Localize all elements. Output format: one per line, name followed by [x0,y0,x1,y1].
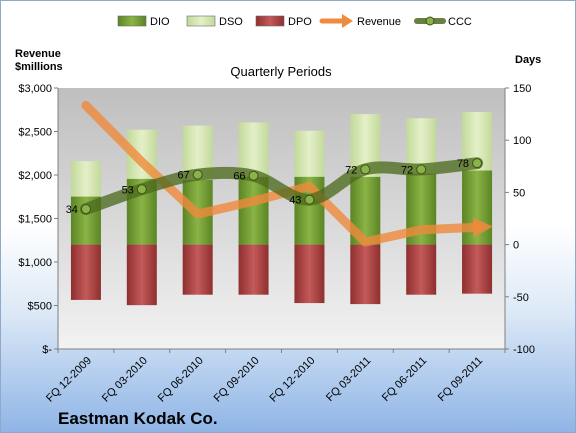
x-tick-label: FQ 06-2011 [380,355,429,404]
plot-area [58,88,505,349]
dpo-bar [126,244,157,306]
x-tick-label: FQ 12-2009 [44,355,94,405]
legend-arrowhead-revenue [342,14,353,28]
ccc-data-label: 34 [66,204,78,216]
x-tick-label: FQ 03-2010 [100,355,150,405]
ccc-data-label: 43 [289,195,301,207]
ccc-marker [80,204,91,215]
dpo-bar [294,244,325,304]
right-axis-title: Days [515,54,541,66]
ccc-data-label: 66 [233,171,245,183]
legend-label-ccc: CCC [448,16,472,28]
right-tick-label: -50 [513,292,529,304]
ccc-marker [192,169,203,180]
legend-label-dpo: DPO [288,16,312,28]
dpo-bar [182,244,213,295]
legend-marker-ccc [425,16,435,26]
left-tick-label: $3,000 [18,83,52,95]
right-tick-label: 0 [513,240,519,252]
dpo-bar [462,244,493,294]
x-tick-label: FQ 12-2010 [268,355,318,405]
ccc-marker [136,184,147,195]
ccc-data-label: 72 [401,164,413,176]
dpo-bar [238,244,269,295]
x-axis: FQ 12-2009 FQ 03-2010 FQ 06-2010 FQ 09-2010… [44,348,506,405]
left-tick-label: $- [42,344,52,356]
ccc-data-label: 78 [457,158,469,170]
left-tick-label: $1,500 [18,214,52,226]
ccc-line [79,157,484,216]
left-tick-label: $1,000 [18,257,52,269]
right-tick-label: 150 [513,83,531,95]
x-tick-label: FQ 09-2010 [212,355,262,405]
ccc-data-label: 72 [345,164,357,176]
chart-subtitle: Quarterly Periods [230,64,332,79]
right-tick-label: -100 [513,344,535,356]
dpo-bar [70,244,101,300]
ccc-marker [304,194,315,205]
ccc-data-label: 53 [122,184,134,196]
dso-bar [238,122,269,177]
right-tick-label: 50 [513,187,525,199]
dso-bar [294,130,325,177]
legend-swatch-dso [186,15,216,27]
ccc-marker [416,164,427,175]
company-name: Eastman Kodak Co. [58,409,218,428]
dpo-bar [406,244,437,295]
left-axis-title-2: $millions [15,61,63,73]
left-tick-label: $2,500 [18,127,52,139]
x-tick-label: FQ 09-2011 [436,355,485,404]
legend-label-dio: DIO [150,16,170,28]
dio-bar [238,176,269,245]
x-tick-label: FQ 03-2011 [324,355,373,404]
legend-swatch-dio [117,15,147,27]
left-axis-title-1: Revenue [15,48,61,60]
legend-swatch-dpo [255,15,285,27]
dpo-bar [350,244,381,305]
ccc-marker [472,158,483,169]
right-axis: -100 -50 0 50 100 150 [504,83,535,356]
dso-bar [70,161,101,197]
legend-label-dso: DSO [219,16,243,28]
left-tick-label: $2,000 [18,170,52,182]
ccc-marker [360,164,371,175]
ccc-data-label: 67 [177,170,189,182]
legend: DIO DSO DPO Revenue CCC [117,14,472,28]
left-axis: $- $500 $1,000 $1,500 $2,000 $2,500 $3,000 [18,83,59,356]
right-tick-label: 100 [513,135,531,147]
ccc-series: 34 53 67 66 43 72 72 78 [66,157,484,216]
left-tick-label: $500 [28,301,52,313]
ccc-marker [248,170,259,181]
dio-bar [462,170,493,245]
x-tick-label: FQ 06-2010 [156,355,206,405]
legend-label-revenue: Revenue [357,16,401,28]
